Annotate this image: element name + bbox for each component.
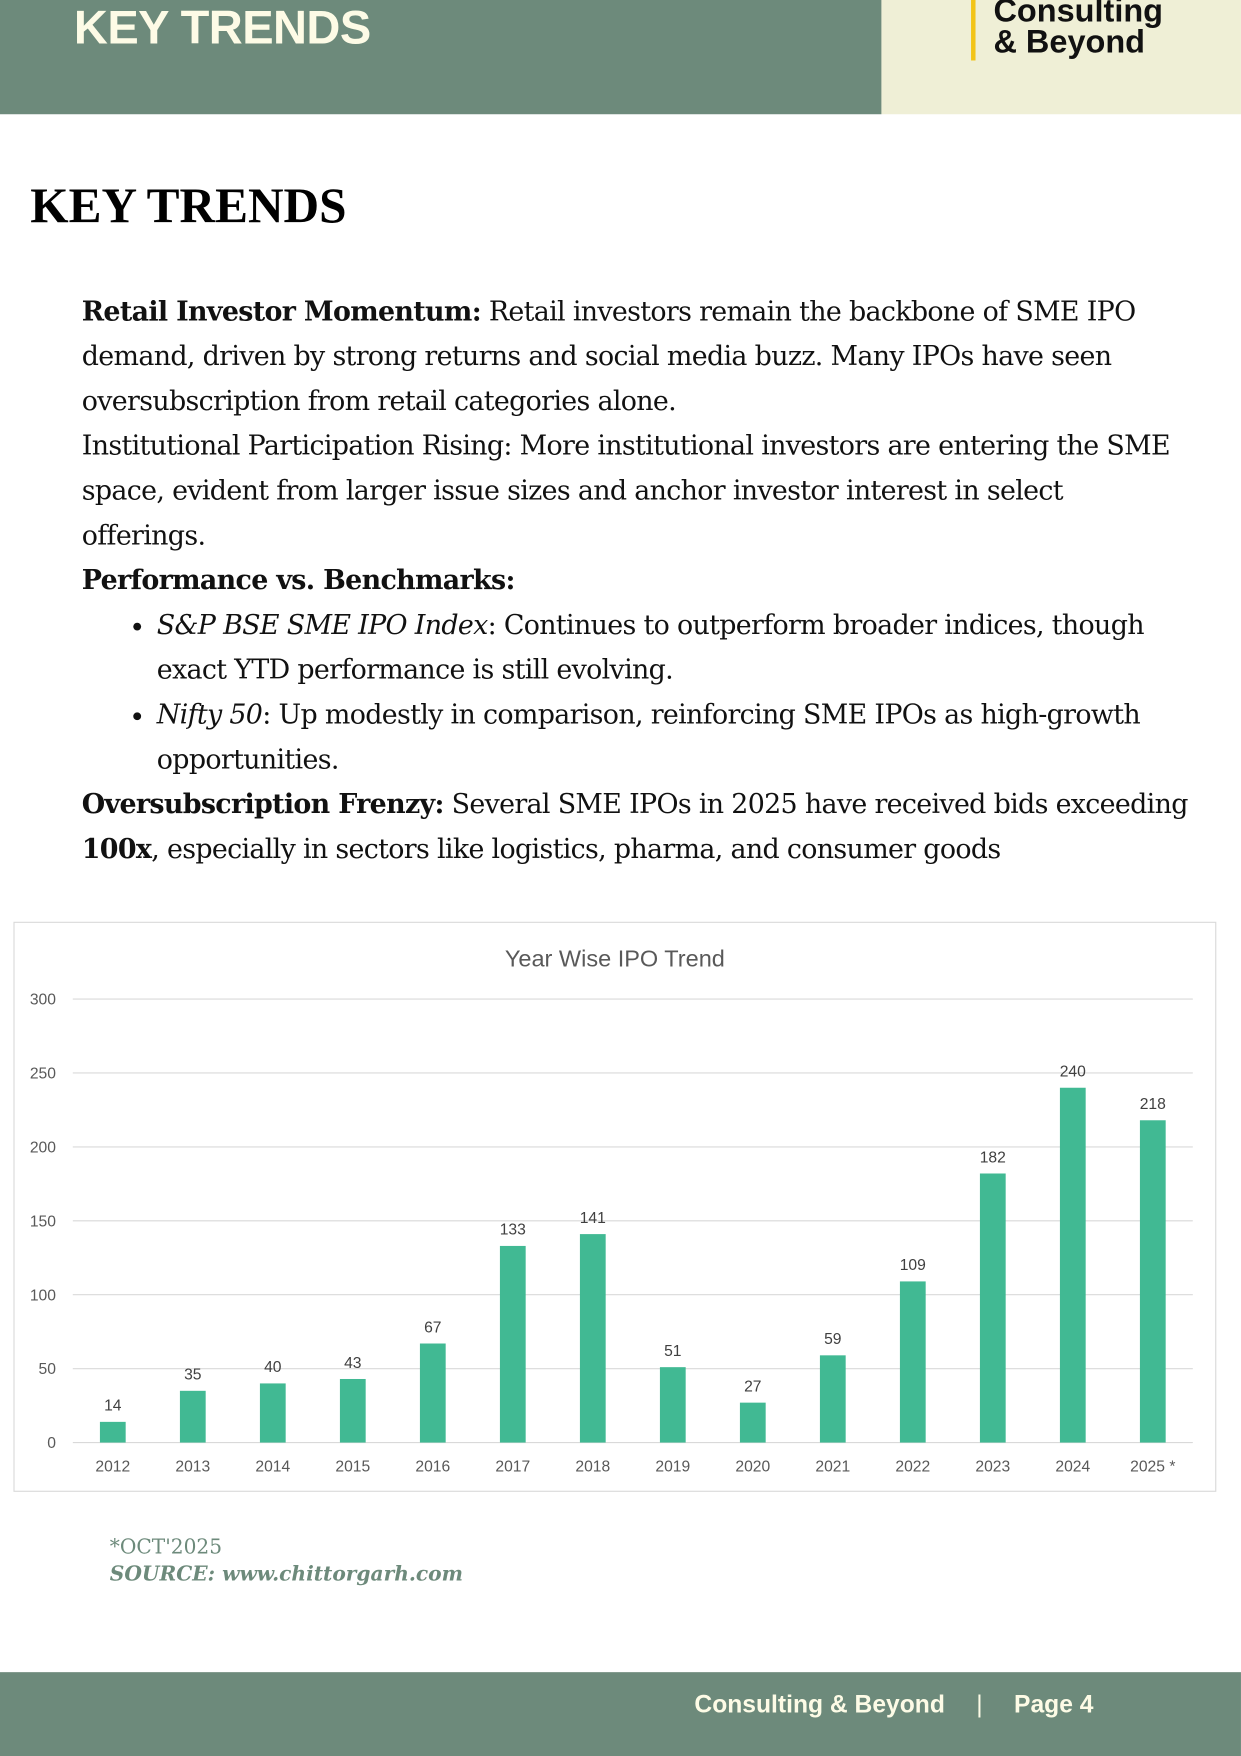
paragraph-institutional: Institutional Participation Rising: More… xyxy=(81,430,1171,552)
data-label: 141 xyxy=(580,1210,606,1227)
y-tick-label: 200 xyxy=(30,1139,56,1156)
data-label: 35 xyxy=(184,1367,202,1384)
x-tick-label: 2023 xyxy=(975,1459,1010,1476)
y-tick-label: 250 xyxy=(30,1066,56,1083)
bar xyxy=(499,1245,526,1443)
bar xyxy=(1059,1087,1086,1443)
heading-performance: Performance vs. Benchmarks: xyxy=(82,558,1191,603)
source-note: SOURCE: www.chittorgarh.com xyxy=(109,1562,463,1586)
y-tick-label: 100 xyxy=(30,1287,56,1304)
ipo-trend-chart: Year Wise IPO Trend 0 50 100 150 200 250 300 14 2… xyxy=(13,921,1217,1492)
bar xyxy=(339,1378,366,1443)
data-label: 109 xyxy=(900,1257,926,1274)
bar xyxy=(899,1281,926,1443)
logo: Consulting & Beyond xyxy=(971,0,1164,61)
label-retail: Retail Investor Momentum: xyxy=(81,294,482,328)
y-tick-label: 300 xyxy=(30,992,56,1009)
data-label: 14 xyxy=(104,1398,122,1415)
bar xyxy=(579,1234,606,1443)
footer-separator: | xyxy=(976,1690,983,1719)
bar xyxy=(659,1367,686,1443)
x-tick-label: 2024 xyxy=(1055,1459,1090,1476)
label-performance: Performance vs. Benchmarks: xyxy=(81,563,516,596)
x-tick-label: 2015 xyxy=(335,1459,370,1476)
bar xyxy=(819,1355,846,1443)
footer-brand: Consulting & Beyond xyxy=(694,1690,945,1719)
paragraph-oversubscription: Oversubscription Frenzy: Several SME IPO… xyxy=(82,782,1191,872)
x-tick-label: 2022 xyxy=(895,1459,930,1476)
bar xyxy=(259,1383,286,1443)
logo-panel: Consulting & Beyond xyxy=(881,0,1241,115)
x-tick-label: 2019 xyxy=(655,1459,690,1476)
bullet-text: : Continues to outperform broader indice… xyxy=(156,609,1145,686)
x-tick-label: 2025 * xyxy=(1130,1459,1175,1476)
body-text: Retail Investor Momentum: Retail investo… xyxy=(82,289,1191,871)
header-banner: KEY TRENDS xyxy=(0,0,882,115)
logo-line-1: Consulting xyxy=(993,0,1164,30)
chart-notes: *OCT'2025 SOURCE: www.chittorgarh.com xyxy=(110,1534,463,1588)
bar xyxy=(419,1343,446,1443)
page-title: KEY TRENDS xyxy=(30,178,347,233)
chart-title: Year Wise IPO Trend xyxy=(505,946,725,972)
data-label: 218 xyxy=(1140,1096,1166,1113)
bullet-title: Nifty 50 xyxy=(156,698,263,731)
chart-svg: Year Wise IPO Trend 0 50 100 150 200 250 300 14 2… xyxy=(30,946,1193,1476)
data-label: 27 xyxy=(744,1378,761,1395)
text-oversubscription: Several SME IPOs in 2025 have received b… xyxy=(443,788,1189,820)
data-label: 67 xyxy=(424,1319,441,1336)
bullet-title: S&P BSE SME IPO Index xyxy=(156,609,488,641)
x-tick-label: 2017 xyxy=(495,1459,530,1476)
x-tick-label: 2018 xyxy=(575,1459,610,1476)
list-item: S&P BSE SME IPO Index: Continues to outp… xyxy=(157,603,1191,693)
footer-banner: Consulting & Beyond | Page 4 xyxy=(0,1672,1241,1756)
bar xyxy=(1139,1120,1166,1443)
data-label: 240 xyxy=(1060,1064,1086,1081)
x-tick-label: 2016 xyxy=(415,1459,450,1476)
highlight-100x: 100x xyxy=(81,832,152,865)
data-label: 43 xyxy=(344,1355,362,1372)
paragraph-retail: Retail Investor Momentum: Retail investo… xyxy=(82,289,1191,423)
x-tick-label: 2012 xyxy=(95,1459,130,1476)
bar xyxy=(979,1173,1006,1443)
y-tick-label: 50 xyxy=(39,1361,57,1378)
data-label: 182 xyxy=(980,1149,1006,1166)
text-retail: Retail investors remain the backbone of … xyxy=(81,295,1136,417)
x-tick-label: 2014 xyxy=(255,1459,290,1476)
bar xyxy=(179,1390,206,1443)
data-label: 51 xyxy=(664,1343,681,1360)
list-item: Nifty 50: Up modestly in comparison, rei… xyxy=(157,692,1191,782)
x-tick-label: 2021 xyxy=(815,1459,850,1476)
data-label: 59 xyxy=(824,1331,841,1348)
bar xyxy=(739,1402,766,1443)
x-tick-label: 2020 xyxy=(735,1459,770,1476)
text-oversubscription-end: , especially in sectors like logistics, … xyxy=(151,833,1001,865)
bullet-text: : Up modestly in comparison, reinforcing… xyxy=(156,698,1141,776)
data-label: 40 xyxy=(264,1359,282,1376)
y-tick-label: 150 xyxy=(30,1213,56,1230)
page-number: Page 4 xyxy=(1014,1690,1094,1719)
x-tick-label: 2013 xyxy=(175,1459,210,1476)
logo-line-2: & Beyond xyxy=(993,24,1146,61)
benchmark-list: S&P BSE SME IPO Index: Continues to outp… xyxy=(82,603,1191,782)
footer-text: Consulting & Beyond | Page 4 xyxy=(694,1690,1093,1719)
y-tick-label: 0 xyxy=(47,1435,56,1452)
bar xyxy=(99,1421,126,1443)
data-label: 133 xyxy=(500,1222,526,1239)
label-oversubscription: Oversubscription Frenzy: xyxy=(81,787,445,820)
footnote: *OCT'2025 xyxy=(109,1535,223,1560)
header-title: KEY TRENDS xyxy=(73,1,371,54)
